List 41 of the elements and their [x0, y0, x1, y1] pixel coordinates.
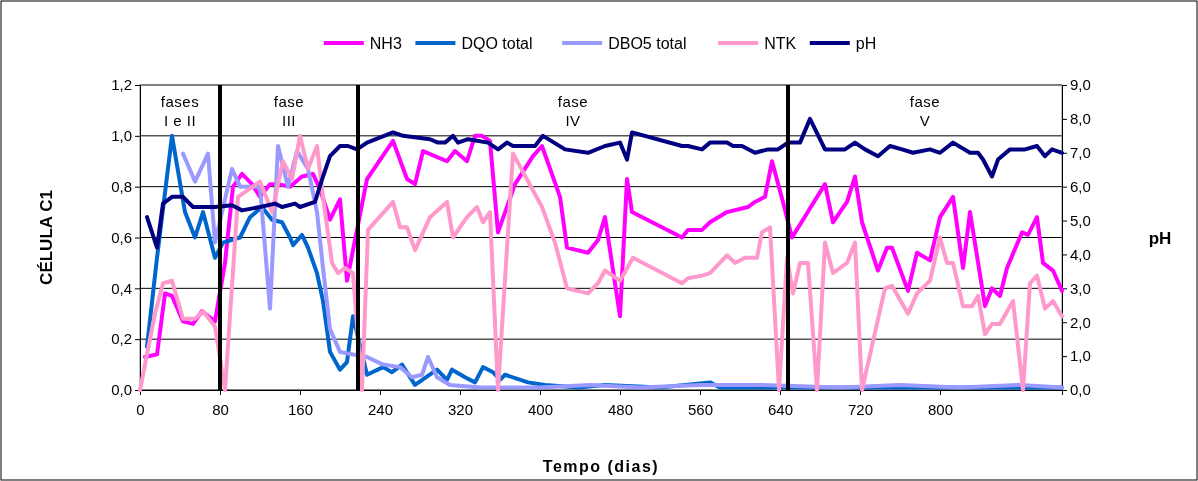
y-tick-label: 0,6 — [111, 228, 132, 246]
x-tick-label: 560 — [687, 400, 714, 418]
annotation: fases I e II — [160, 93, 200, 129]
x-tick-label: 720 — [847, 400, 874, 418]
y2-axis-title: pH — [1148, 228, 1172, 248]
y2-tick-label: 9,0 — [1070, 76, 1091, 94]
legend-label: DBO5 total — [608, 35, 687, 52]
y2-tick-label: 3,0 — [1070, 279, 1091, 297]
y-tick-label: 0,8 — [111, 177, 132, 195]
line-series — [145, 116, 1064, 250]
x-tick-label: 80 — [212, 400, 229, 418]
x-axis-title: Tempo (dias) — [542, 458, 660, 475]
x-tick-label: 800 — [927, 400, 954, 418]
legend-label: NTK — [764, 35, 797, 52]
y-tick-label: 0,2 — [111, 330, 132, 348]
annotation: fase III — [273, 93, 305, 129]
y2-tick-label: 4,0 — [1070, 245, 1091, 263]
y-axis-title: CÉLULA C1 — [37, 190, 56, 285]
x-tick-label: 320 — [447, 400, 474, 418]
y2-tick-label: 6,0 — [1070, 177, 1091, 195]
annotation: fase V — [909, 93, 941, 129]
x-tick-label: 0 — [136, 400, 145, 418]
y-tick-label: 1,0 — [111, 127, 132, 145]
x-tick-label: 400 — [527, 400, 554, 418]
y-tick-label: 1,2 — [111, 76, 132, 94]
x-tick-label: 240 — [367, 400, 394, 418]
x-tick-label: 160 — [287, 400, 314, 418]
legend-label: NH3 — [369, 35, 402, 52]
y2-tick-label: 5,0 — [1070, 211, 1091, 229]
y2-tick-label: 2,0 — [1070, 313, 1091, 331]
y-tick-label: 0,0 — [111, 381, 132, 399]
legend-label: DQO total — [461, 35, 533, 52]
y-tick-label: 0,4 — [111, 279, 132, 297]
legend-label: pH — [855, 35, 877, 52]
x-tick-label: 480 — [607, 400, 634, 418]
annotation: fase IV — [557, 93, 589, 129]
x-tick-label: 640 — [767, 400, 794, 418]
y2-tick-label: 1,0 — [1070, 347, 1091, 365]
y2-tick-label: 7,0 — [1070, 144, 1091, 162]
y2-tick-label: 8,0 — [1070, 110, 1091, 128]
y2-tick-label: 0,0 — [1070, 381, 1091, 399]
